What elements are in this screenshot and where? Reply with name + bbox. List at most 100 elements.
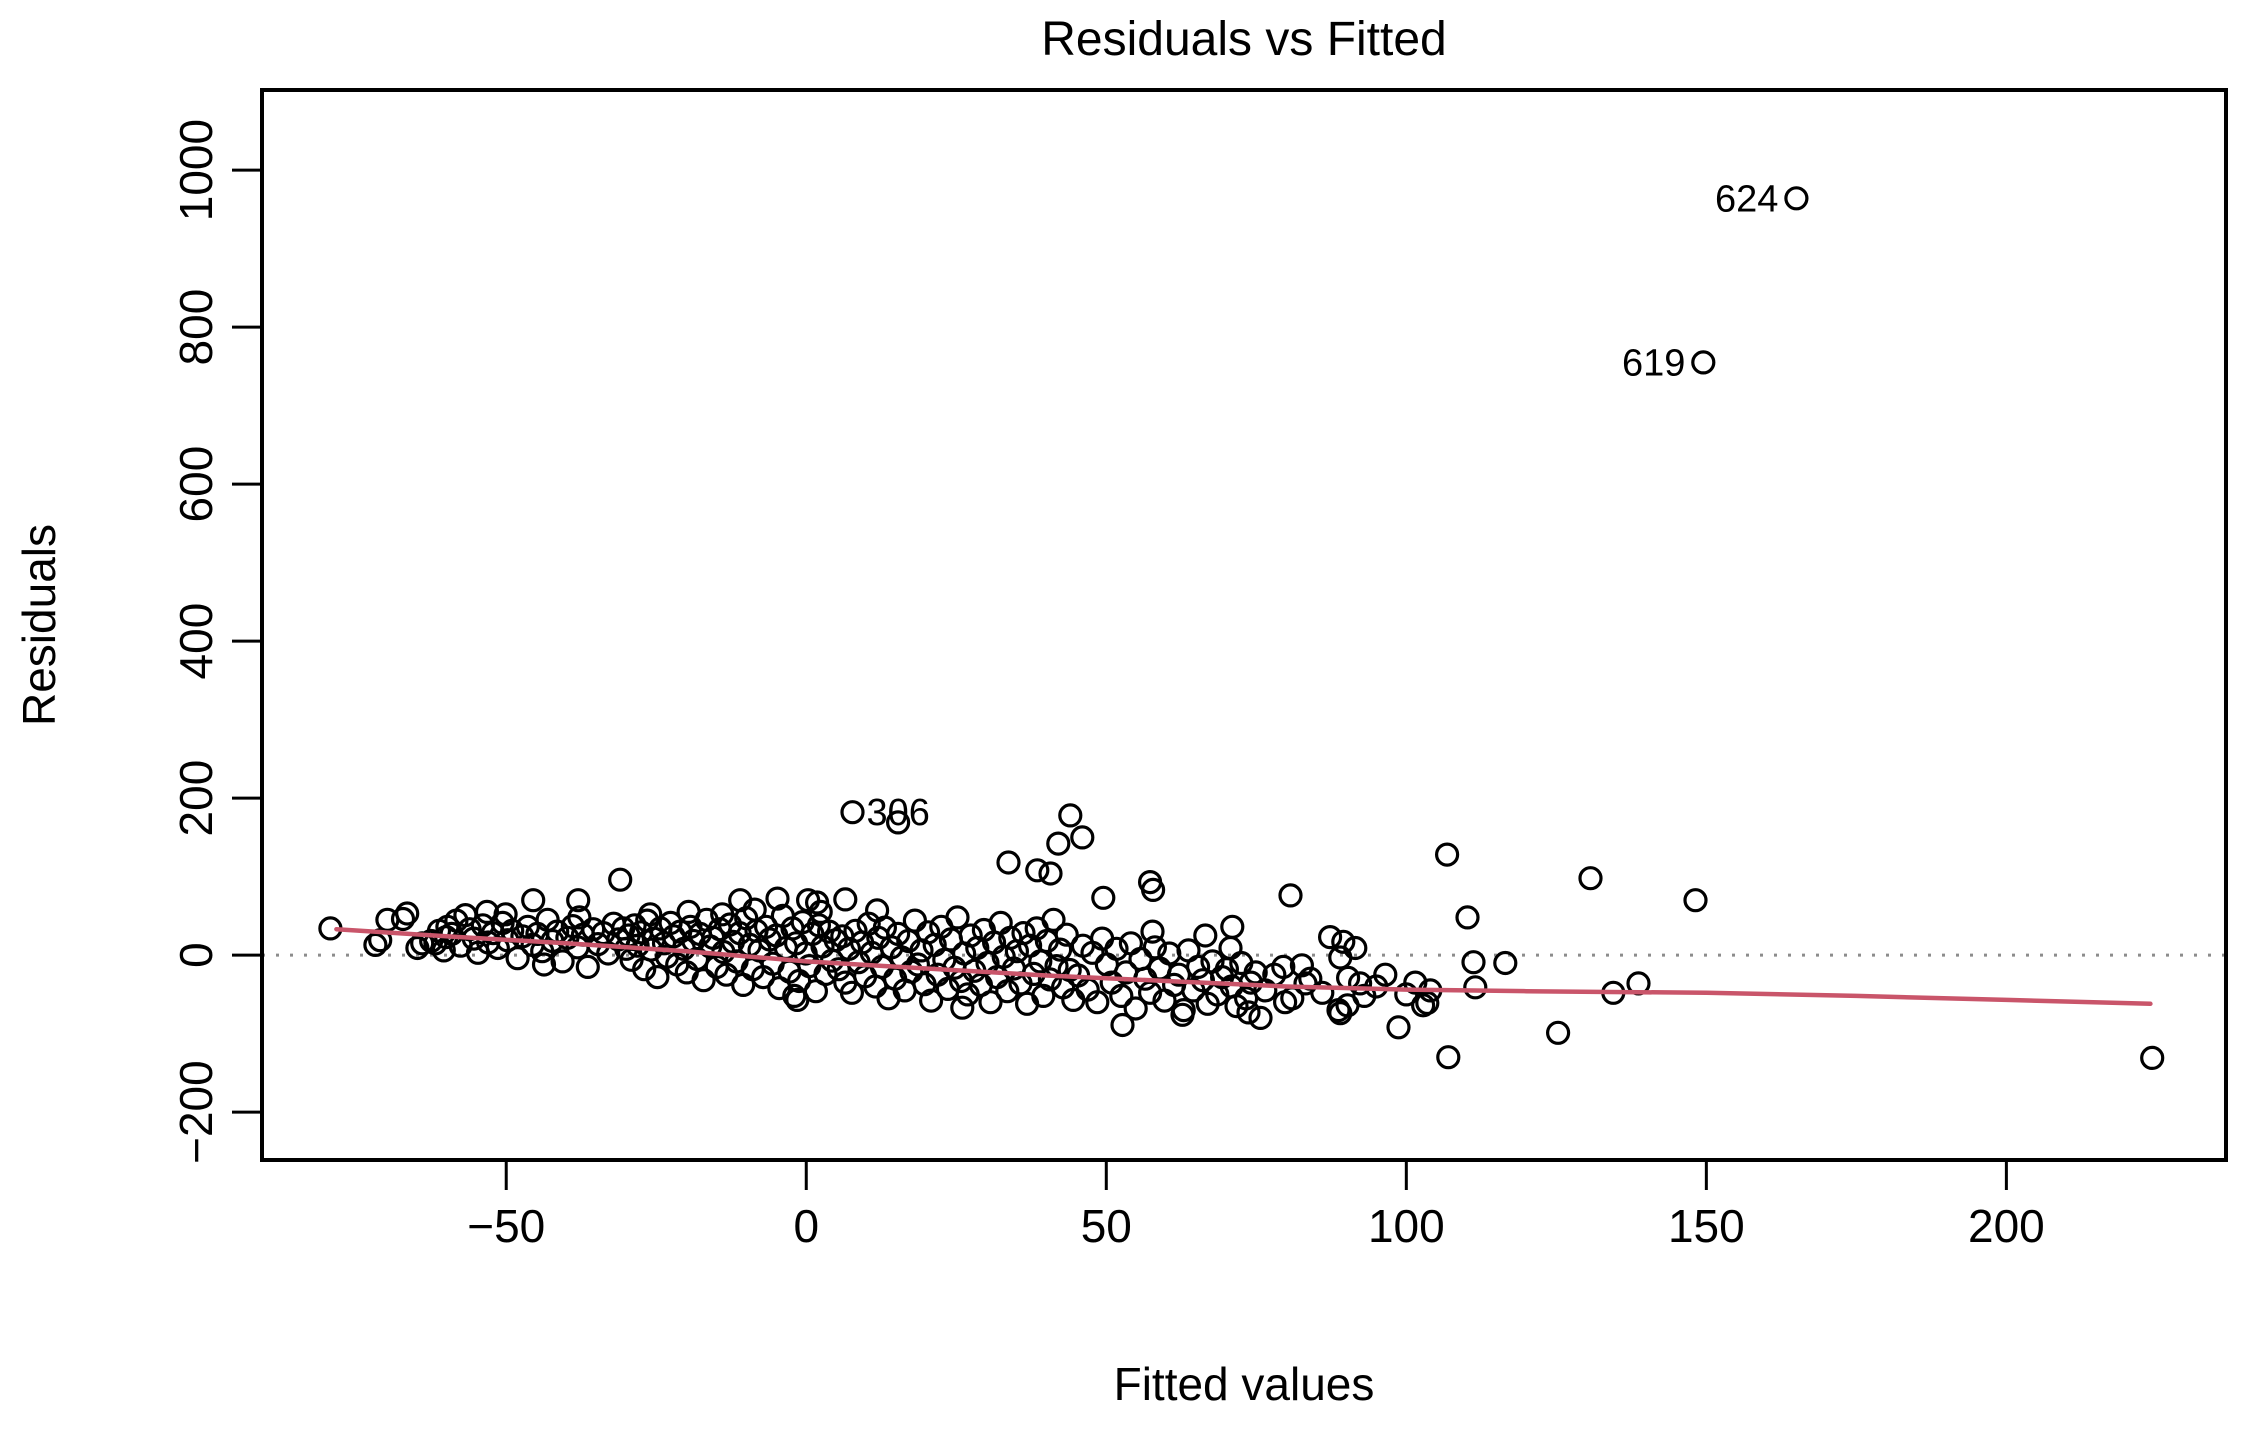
data-point [1025,858,1050,883]
point-label: 306 [866,792,929,834]
data-point [1046,831,1071,856]
data-point [1248,1005,1273,1031]
data-point [1463,975,1488,1000]
data-point [505,946,530,971]
data-point [608,867,633,892]
x-tick-label: 0 [793,1200,819,1252]
data-point [978,990,1003,1015]
smoother-line [334,926,2153,1007]
data-point [575,954,600,980]
data-point [840,800,865,825]
data-point [1109,983,1134,1009]
data-point [1070,825,1095,850]
data-point [833,887,858,912]
data-point [731,972,756,998]
data-point [1310,980,1335,1005]
data-point [885,810,911,835]
data-point [1123,996,1148,1021]
data-point [521,888,546,913]
data-point [1493,950,1518,976]
data-point [1373,962,1398,987]
data-point [1054,922,1079,947]
y-tick-label: 400 [170,603,222,680]
data-point [1140,877,1166,903]
data-point [390,906,416,932]
y-axis-tick-labels: −200 0 200 400 600 800 1000 [170,119,222,1164]
data-point [839,980,865,1005]
data-point [998,925,1023,950]
data-point [684,946,710,972]
x-axis-label: Fitted values [1114,1358,1375,1410]
point-label: 624 [1715,178,1778,220]
data-point [567,905,592,930]
data-point [676,899,701,925]
data-point [1220,914,1245,939]
data-point [1461,950,1486,975]
data-point [830,924,855,949]
x-tick-label: 50 [1081,1200,1132,1252]
data-point [899,959,924,984]
data-point [902,908,928,933]
data-point [1047,937,1073,962]
x-tick-label: 150 [1668,1200,1745,1252]
data-point [1386,1015,1411,1040]
data-point [1011,920,1036,946]
data-point [1104,936,1129,961]
data-point [550,949,575,974]
data-point [1171,997,1196,1023]
data-point [1317,924,1343,950]
y-axis-label: Residuals [13,524,65,726]
data-point [566,888,591,913]
data-point [1415,990,1440,1016]
y-tick-label: 200 [170,760,222,837]
data-point [493,902,518,927]
data-point [1236,1000,1261,1025]
x-axis-ticks [504,1160,2008,1190]
data-point [1328,1001,1353,1026]
outlier-labels: 624 619 306 [866,178,1778,834]
data-point [1403,970,1428,995]
plot-title: Residuals vs Fitted [1041,13,1447,66]
data-point [1280,986,1305,1011]
data-point [1347,971,1373,996]
data-point [782,983,807,1009]
data-point [765,886,790,911]
point-label: 619 [1622,342,1685,384]
data-point [1289,953,1315,978]
y-tick-label: 0 [170,942,222,968]
y-tick-label: 600 [170,446,222,523]
data-point [1037,967,1063,992]
data-point [918,988,944,1013]
data-point [1193,923,1218,948]
data-point [395,901,420,926]
data-point [405,935,430,961]
data-point [1331,929,1356,954]
x-tick-label: 100 [1368,1200,1445,1252]
scatter-points [318,186,2165,1071]
data-point [1328,945,1353,970]
data-point [1110,1012,1135,1038]
data-point [1784,186,1809,211]
data-point [1278,883,1303,908]
data-point [1578,866,1603,891]
data-point [368,928,393,953]
data-point [1140,919,1165,944]
data-point [1058,803,1083,828]
y-tick-label: 1000 [170,119,222,221]
data-point [1091,885,1116,910]
data-point [638,902,663,927]
data-point [474,899,500,925]
data-point [1085,990,1110,1015]
data-point [363,932,388,958]
data-point [950,995,975,1020]
x-tick-label: −50 [467,1200,545,1252]
data-point [1335,965,1361,991]
data-point [710,902,735,927]
data-point [1691,350,1716,375]
y-tick-label: −200 [170,1060,222,1164]
data-point [945,905,970,930]
data-point [1041,907,1066,932]
data-point [915,920,941,945]
